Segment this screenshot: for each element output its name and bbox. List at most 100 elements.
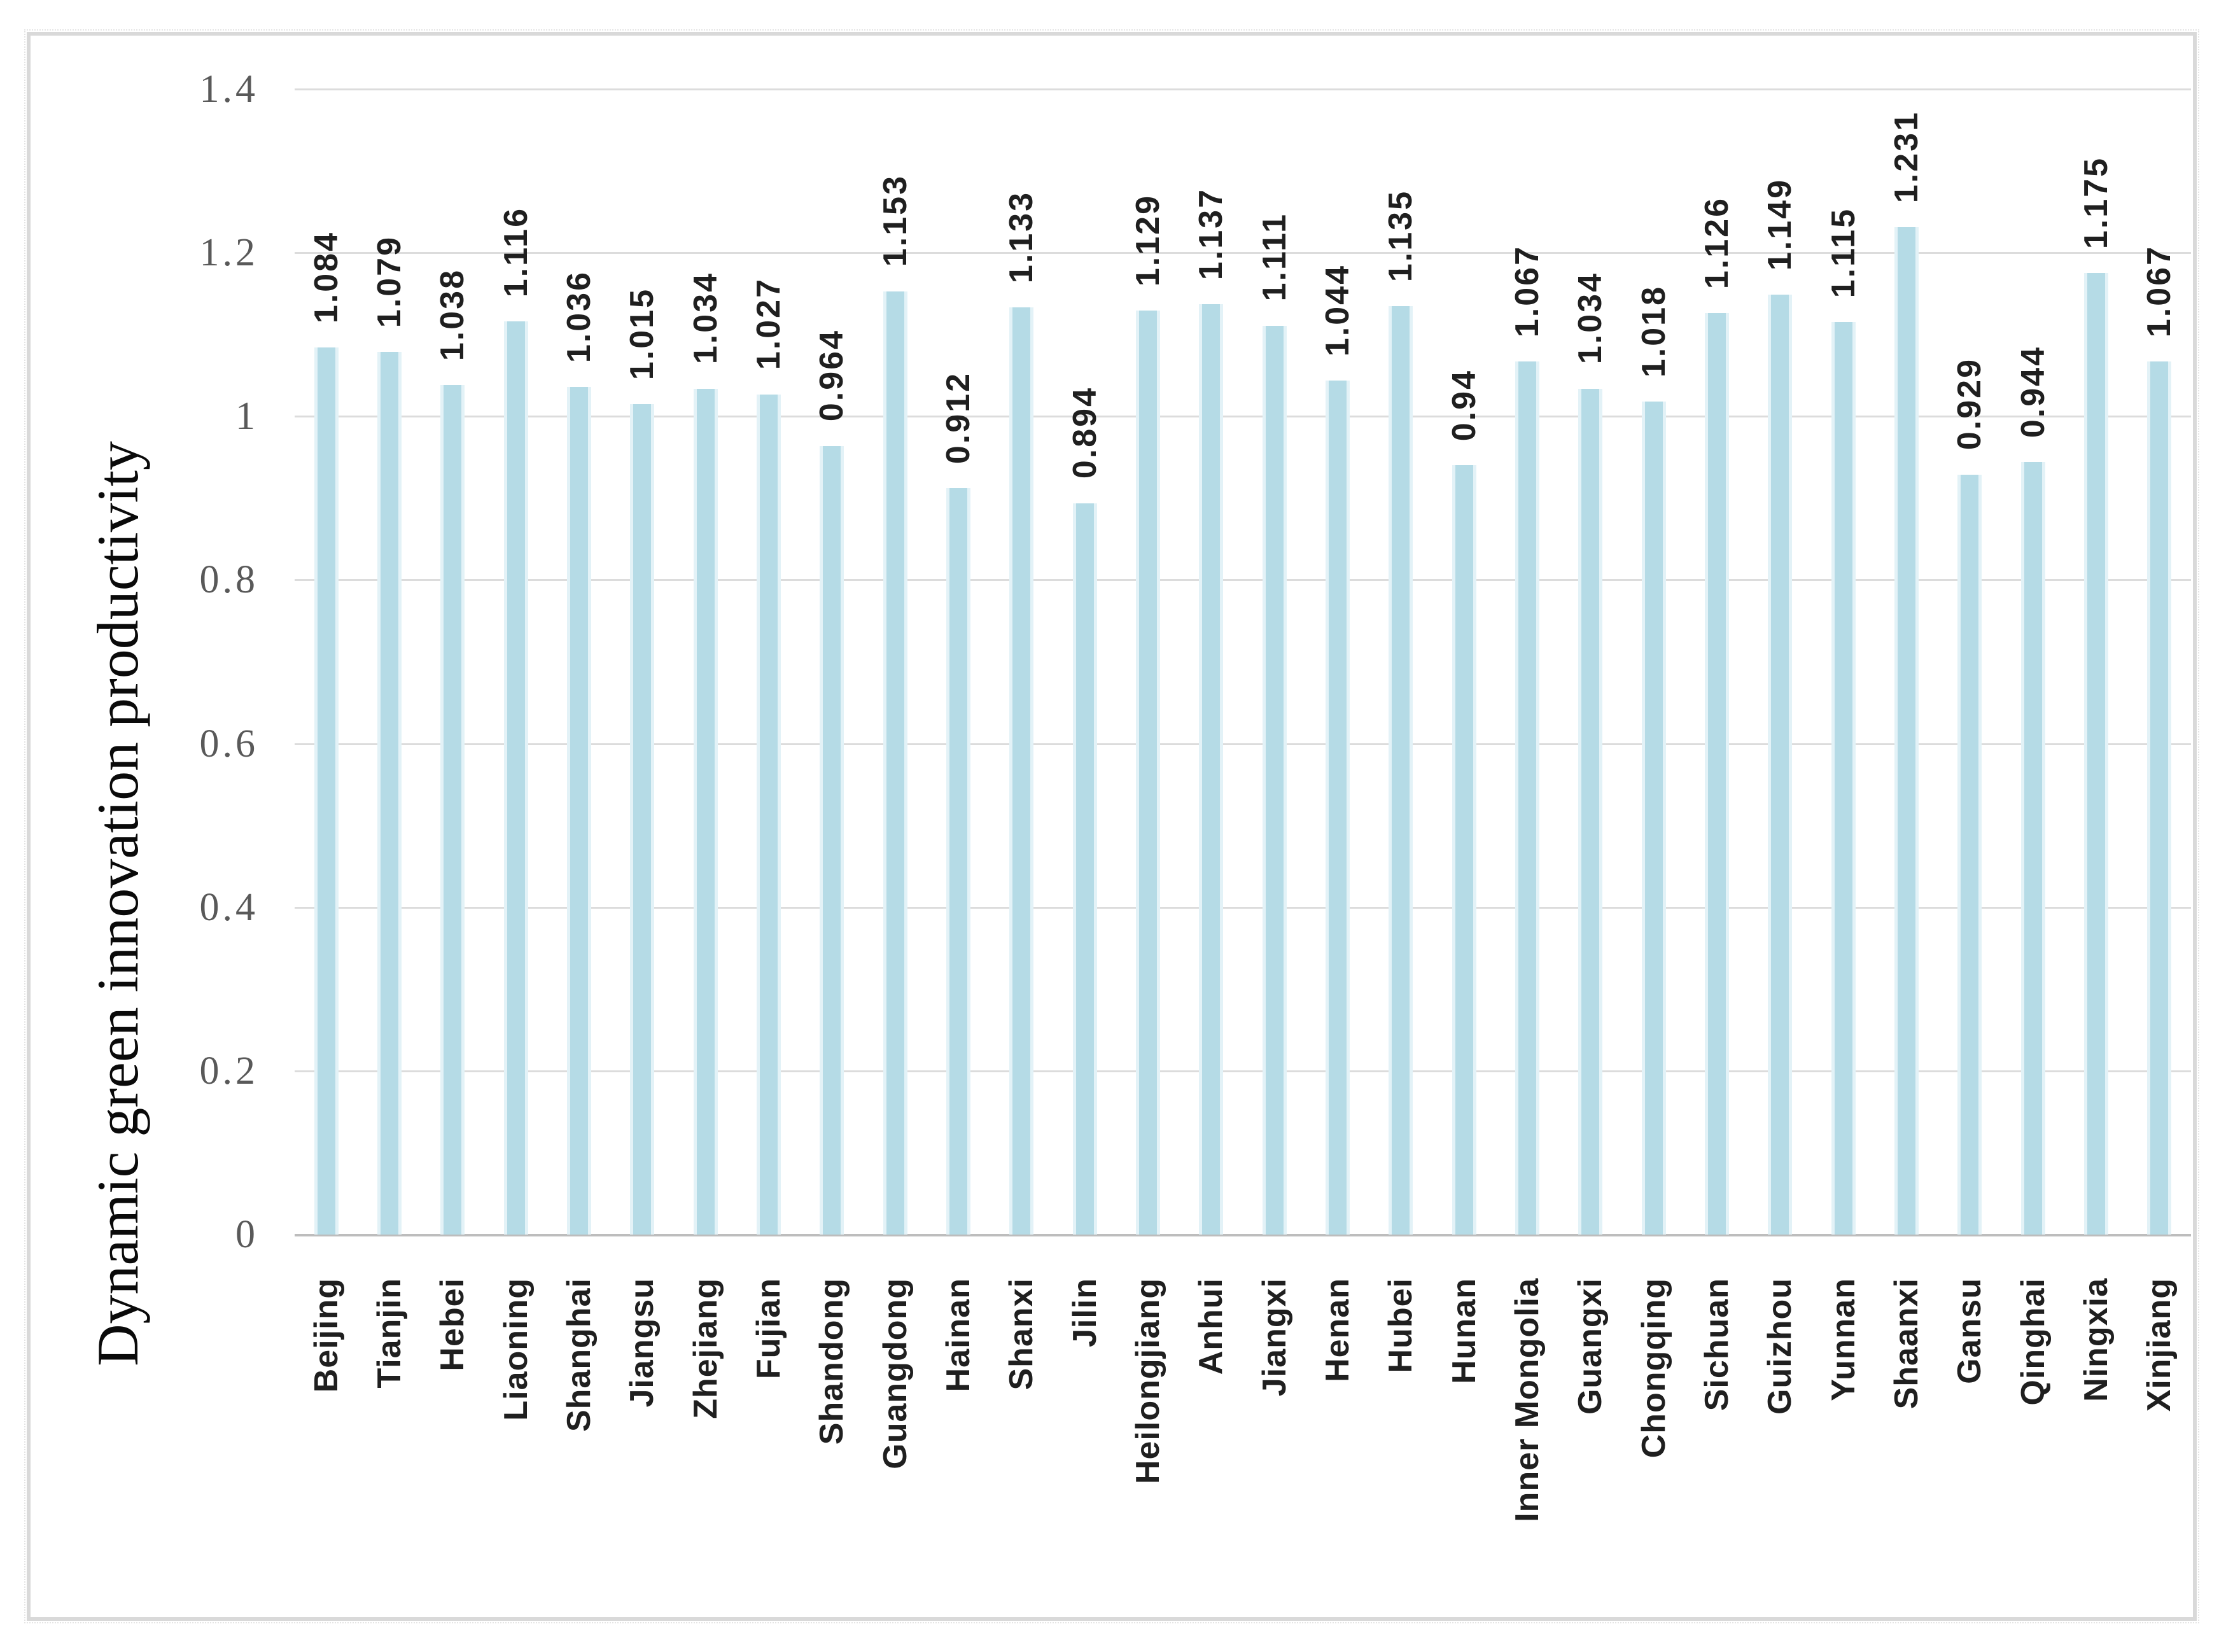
x-axis-label: Xinjiang: [2141, 1278, 2178, 1412]
bar-tianjin: [377, 351, 402, 1235]
bar-hebei: [440, 385, 465, 1235]
bar-value-label: 1.115: [1824, 207, 1862, 298]
bar-hunan: [1452, 465, 1476, 1235]
bar-shanghai: [567, 387, 591, 1235]
bar-value-label: 1.018: [1635, 285, 1672, 378]
x-axis-label: Anhui: [1193, 1278, 1230, 1375]
x-axis-label: Hunan: [1445, 1278, 1483, 1384]
x-axis-label: Yunnan: [1824, 1278, 1862, 1401]
x-axis-label: Shanghai: [561, 1278, 598, 1432]
y-tick-label: 0: [235, 1213, 258, 1256]
bar-value-label: 1.149: [1761, 178, 1799, 270]
x-axis-label: Qinghai: [2014, 1278, 2052, 1406]
x-axis-label: Shaanxi: [1888, 1278, 1925, 1410]
bar-value-label: 1.044: [1319, 263, 1356, 356]
bar-value-label: 1.067: [2141, 245, 2178, 338]
bar-value-label: 1.137: [1193, 188, 1230, 281]
y-tick-label: 1: [235, 395, 258, 438]
bar-sichuan: [1705, 313, 1729, 1235]
bar-hubei: [1389, 305, 1413, 1235]
bar-value-label: 0.944: [2014, 346, 2052, 438]
bar-heilongjiang: [1136, 311, 1160, 1235]
y-tick-label: 0.6: [199, 722, 258, 766]
bar-anhui: [1199, 304, 1224, 1235]
y-tick-label: 1.2: [199, 231, 258, 275]
gridline: [295, 252, 2191, 255]
bar-zhejiang: [693, 388, 718, 1235]
bar-value-label: 0.964: [813, 329, 851, 422]
y-tick-label: 0.4: [199, 885, 258, 929]
bar-value-label: 1.231: [1888, 111, 1925, 204]
bar-value-label: 1.038: [434, 269, 472, 361]
bar-guangxi: [1578, 388, 1603, 1235]
bar-gansu: [1957, 474, 1982, 1235]
gridline: [295, 1070, 2191, 1072]
x-axis-label: Shandong: [813, 1278, 851, 1445]
bar-value-label: 1.036: [561, 270, 598, 363]
bar-value-label: 0.929: [1951, 358, 1989, 451]
bar-guangdong: [883, 291, 907, 1235]
bar-value-label: 1.175: [2078, 157, 2115, 249]
x-axis-label: Fujian: [750, 1278, 787, 1380]
y-tick-label: 0.2: [199, 1049, 258, 1093]
bar-jiangxi: [1262, 325, 1287, 1235]
bar-value-label: 0.912: [940, 372, 977, 465]
x-axis-label: Jiangxi: [1256, 1278, 1293, 1397]
bar-value-label: 1.126: [1698, 197, 1735, 290]
x-axis-label: Guangxi: [1572, 1278, 1609, 1415]
x-axis-label: Jilin: [1066, 1278, 1103, 1348]
x-axis-label: Tianjin: [371, 1278, 408, 1389]
plot-area: 1.084 1.079 1.038 1.116 1.036 1.015 1.034 1.027…: [295, 88, 2191, 1236]
bar-jiangsu: [630, 404, 655, 1235]
bar-value-label: 1.067: [1509, 245, 1546, 338]
bar-qinghai: [2020, 462, 2045, 1235]
bar-value-label: 0.94: [1445, 369, 1483, 442]
gridline: [295, 88, 2191, 90]
x-axis-label: Gansu: [1951, 1278, 1989, 1384]
bar-xinjiang: [2147, 361, 2172, 1235]
x-axis-label: Heilongjiang: [1130, 1278, 1166, 1484]
x-axis-label: Hebei: [434, 1278, 472, 1371]
gridline: [295, 743, 2191, 745]
x-axis-label: Shanxi: [1003, 1278, 1040, 1390]
x-axis-label: Guizhou: [1761, 1278, 1799, 1415]
bar-chongqing: [1641, 402, 1666, 1235]
x-axis-label: Beijing: [307, 1278, 345, 1393]
bar-value-label: 1.135: [1382, 189, 1420, 282]
bar-inner-mongolia: [1515, 361, 1539, 1235]
x-axis-label: Jiangsu: [624, 1278, 661, 1408]
bar-shanxi: [1009, 307, 1034, 1235]
bar-value-label: 1.034: [687, 272, 724, 365]
bar-value-label: 0.894: [1066, 386, 1103, 479]
gridline: [295, 416, 2191, 418]
bar-ningxia: [2084, 273, 2108, 1235]
gridline: [295, 579, 2191, 582]
bar-guizhou: [1768, 294, 1793, 1235]
bar-value-label: 1.129: [1130, 194, 1166, 287]
bar-liaoning: [503, 321, 528, 1235]
bar-yunnan: [1831, 322, 1856, 1235]
x-axis-label: Henan: [1319, 1278, 1356, 1382]
bar-beijing: [314, 347, 339, 1235]
bar-value-label: 1.084: [307, 231, 345, 324]
x-axis-label: Chongqing: [1635, 1278, 1672, 1459]
bar-jilin: [1072, 503, 1097, 1235]
x-axis-line: [295, 1234, 2191, 1236]
bar-shaanxi: [1894, 227, 1919, 1235]
bar-value-label: 1.034: [1572, 272, 1609, 365]
bar-value-label: 1.027: [750, 277, 787, 370]
x-axis-label: Guangdong: [876, 1278, 914, 1469]
x-axis-label: Hubei: [1382, 1278, 1420, 1373]
bar-henan: [1326, 380, 1350, 1235]
bar-shandong: [820, 445, 844, 1235]
x-axis-label: Hainan: [940, 1278, 977, 1392]
x-axis-label: Ningxia: [2078, 1278, 2115, 1402]
bar-value-label: 1.015: [624, 287, 661, 380]
y-tick-label: 1.4: [199, 67, 258, 111]
x-axis-label: Sichuan: [1698, 1278, 1735, 1411]
bar-value-label: 1.079: [371, 235, 408, 328]
bar-value-label: 1.133: [1003, 191, 1040, 284]
y-tick-label: 0.8: [199, 558, 258, 602]
bar-hainan: [946, 488, 970, 1235]
